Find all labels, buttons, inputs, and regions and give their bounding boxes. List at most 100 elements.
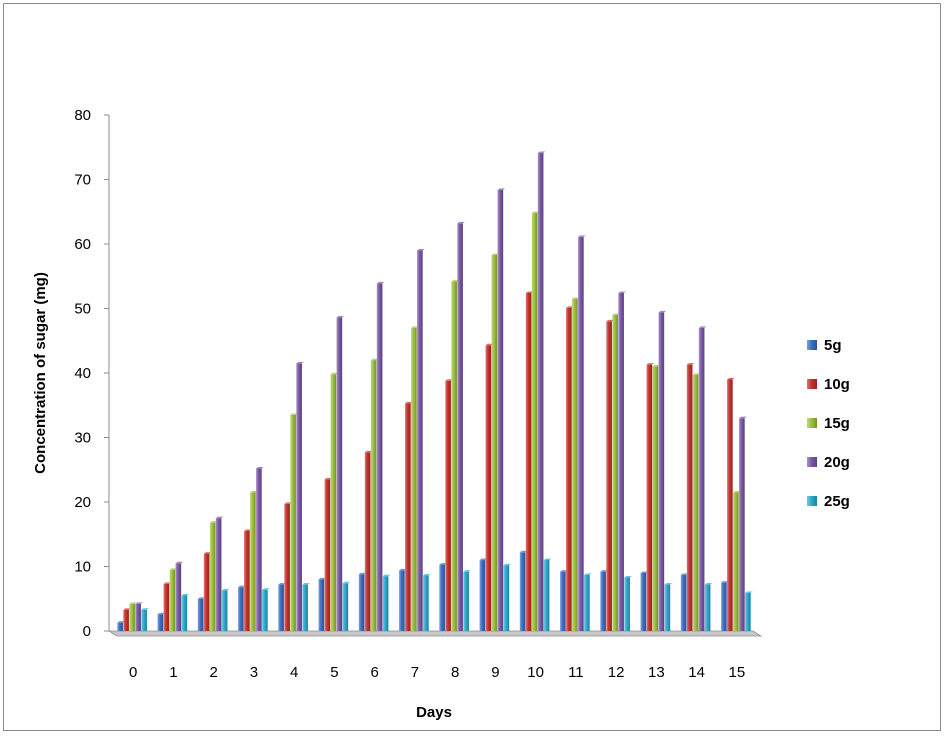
x-tick-label: 4: [290, 664, 298, 681]
legend-swatch: [807, 457, 817, 467]
legend-swatch: [807, 340, 817, 350]
bar-15g-day-15: [733, 490, 741, 631]
bar-15g-day-11: [572, 297, 580, 631]
x-tick-label: 6: [370, 664, 378, 681]
x-tick-label: 5: [330, 664, 338, 681]
legend-label: 5g: [824, 337, 842, 354]
bar-5g-day-9: [479, 558, 488, 631]
y-tick-label: 80: [74, 107, 91, 124]
axes-group: [104, 114, 763, 637]
bar-25g-day-12: [624, 575, 632, 631]
bar-25g-day-3: [262, 588, 270, 631]
bar-25g-day-14: [704, 583, 713, 631]
bar-5g-day-10: [519, 550, 528, 631]
bar-5g-day-7: [399, 568, 407, 631]
bar-10g-day-14: [686, 363, 695, 631]
bar-25g-day-7: [423, 574, 431, 631]
bar-5g-day-11: [560, 570, 568, 631]
x-tick-label: 2: [209, 664, 217, 681]
x-tick-label: 1: [169, 664, 177, 681]
bar-20g-day-9: [497, 188, 506, 631]
bar-20g-day-5: [336, 316, 345, 631]
bar-25g-day-2: [221, 588, 230, 631]
bar-20g-day-3: [256, 466, 264, 631]
bar-5g-day-3: [238, 585, 246, 631]
bar-10g-day-8: [445, 379, 453, 631]
bar-25g-day-4: [302, 583, 310, 631]
y-tick-label: 0: [83, 623, 91, 640]
legend-label: 20g: [824, 454, 850, 471]
bar-20g-day-6: [376, 281, 385, 631]
bar-5g-day-6: [358, 572, 367, 631]
bar-10g-day-12: [606, 319, 614, 631]
bar-25g-day-1: [181, 594, 190, 631]
bar-15g-day-4: [290, 413, 298, 631]
bar-5g-day-4: [278, 583, 286, 631]
bar-10g-day-6: [364, 450, 373, 631]
x-tick-label: 0: [129, 664, 137, 681]
x-tick-label: 11: [568, 664, 584, 681]
bar-25g-day-8: [463, 570, 471, 631]
bar-15g-day-13: [652, 365, 661, 631]
bar-25g-day-13: [664, 583, 673, 631]
y-tick-label: 50: [74, 301, 91, 318]
bar-15g-day-0: [129, 602, 137, 631]
bar-15g-day-9: [491, 253, 500, 631]
bar-20g-day-4: [296, 361, 304, 631]
bar-10g-day-2: [203, 552, 212, 631]
y-tick-label: 30: [74, 430, 91, 447]
x-tick-label: 7: [411, 664, 419, 681]
bar-10g-day-11: [566, 306, 574, 631]
x-tick-label: 10: [527, 664, 544, 681]
legend-item-10g: 10g: [807, 376, 850, 393]
bar-25g-day-6: [382, 574, 391, 631]
bar-5g-day-5: [318, 577, 327, 631]
bar-5g-day-14: [680, 573, 689, 631]
legend-item-25g: 25g: [807, 493, 850, 510]
bar-20g-day-14: [698, 326, 707, 631]
bar-10g-day-15: [727, 377, 735, 631]
bar-15g-day-2: [209, 521, 218, 631]
x-tick-label: 14: [688, 664, 705, 681]
bar-10g-day-1: [163, 582, 172, 631]
bar-5g-day-12: [600, 570, 608, 631]
x-axis-title: Days: [416, 704, 452, 721]
bar-5g-day-15: [721, 581, 729, 631]
bar-15g-day-12: [612, 313, 620, 631]
bar-10g-day-13: [646, 363, 655, 631]
legend-label: 15g: [824, 415, 850, 432]
x-tick-label: 8: [451, 664, 459, 681]
legend-label: 10g: [824, 376, 850, 393]
bar-25g-day-10: [543, 558, 552, 631]
bar-20g-day-7: [417, 248, 425, 631]
y-tick-label: 10: [74, 559, 91, 576]
bar-10g-day-5: [324, 477, 333, 631]
y-tick-label: 70: [74, 172, 91, 189]
legend-item-15g: 15g: [807, 415, 850, 432]
bar-20g-day-15: [739, 416, 747, 631]
legend-item-5g: 5g: [807, 337, 842, 354]
x-tick-label: 15: [729, 664, 746, 681]
bars-group: [117, 151, 753, 632]
bar-15g-day-7: [411, 326, 419, 631]
x-tick-label: 13: [648, 664, 665, 681]
bar-25g-day-9: [503, 563, 512, 631]
bar-20g-day-1: [175, 561, 184, 631]
x-tick-label: 12: [608, 664, 625, 681]
y-tick-label: 20: [74, 494, 91, 511]
bar-20g-day-0: [135, 602, 143, 631]
bar-15g-day-3: [250, 490, 258, 631]
legend-swatch: [807, 418, 817, 428]
bar-20g-day-13: [658, 310, 667, 631]
bar-15g-day-1: [169, 568, 178, 631]
bar-25g-day-5: [342, 581, 351, 631]
bar-15g-day-8: [451, 279, 459, 631]
chart-floor: [107, 630, 763, 637]
chart-frame: 0 10 20 30 40 50 60 70 80 0 1 2 3 4 5 6 7 8 9 10 11 12 13 14 15 …: [3, 3, 941, 731]
bar-20g-day-2: [215, 516, 224, 631]
bar-25g-day-15: [745, 591, 753, 631]
bar-5g-day-1: [157, 612, 166, 631]
bar-5g-day-8: [439, 563, 447, 631]
bar-20g-day-8: [457, 221, 465, 632]
